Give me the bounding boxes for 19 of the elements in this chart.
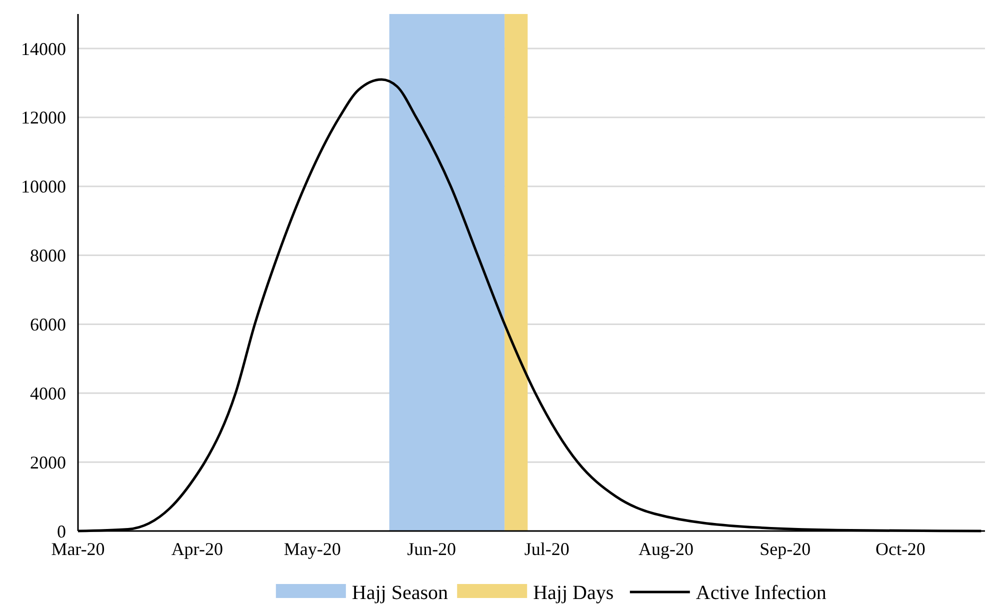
y-tick-label: 8000 [30,246,66,266]
y-tick-label: 10000 [21,176,66,197]
x-tick-label: Jun-20 [407,539,456,559]
x-tick-label: Mar-20 [51,539,105,559]
x-tick-label: Sep-20 [760,539,811,559]
x-tick-label: Jul-20 [524,539,570,559]
x-tick-label: Aug-20 [638,539,694,559]
x-tick-label: Apr-20 [171,539,223,559]
x-tick-label: May-20 [284,539,341,559]
y-tick-label: 2000 [30,452,66,472]
x-tick-label: Oct-20 [875,539,926,559]
y-tick-label: 14000 [21,38,66,59]
legend-label: Active Infection [696,582,826,604]
legend-label: Hajj Season [352,582,448,604]
legend-label: Hajj Days [533,582,614,604]
y-tick-label: 12000 [21,108,66,128]
y-tick-label: 0 [57,521,66,542]
y-tick-label: 6000 [30,314,66,334]
y-tick-label: 4000 [30,383,66,404]
